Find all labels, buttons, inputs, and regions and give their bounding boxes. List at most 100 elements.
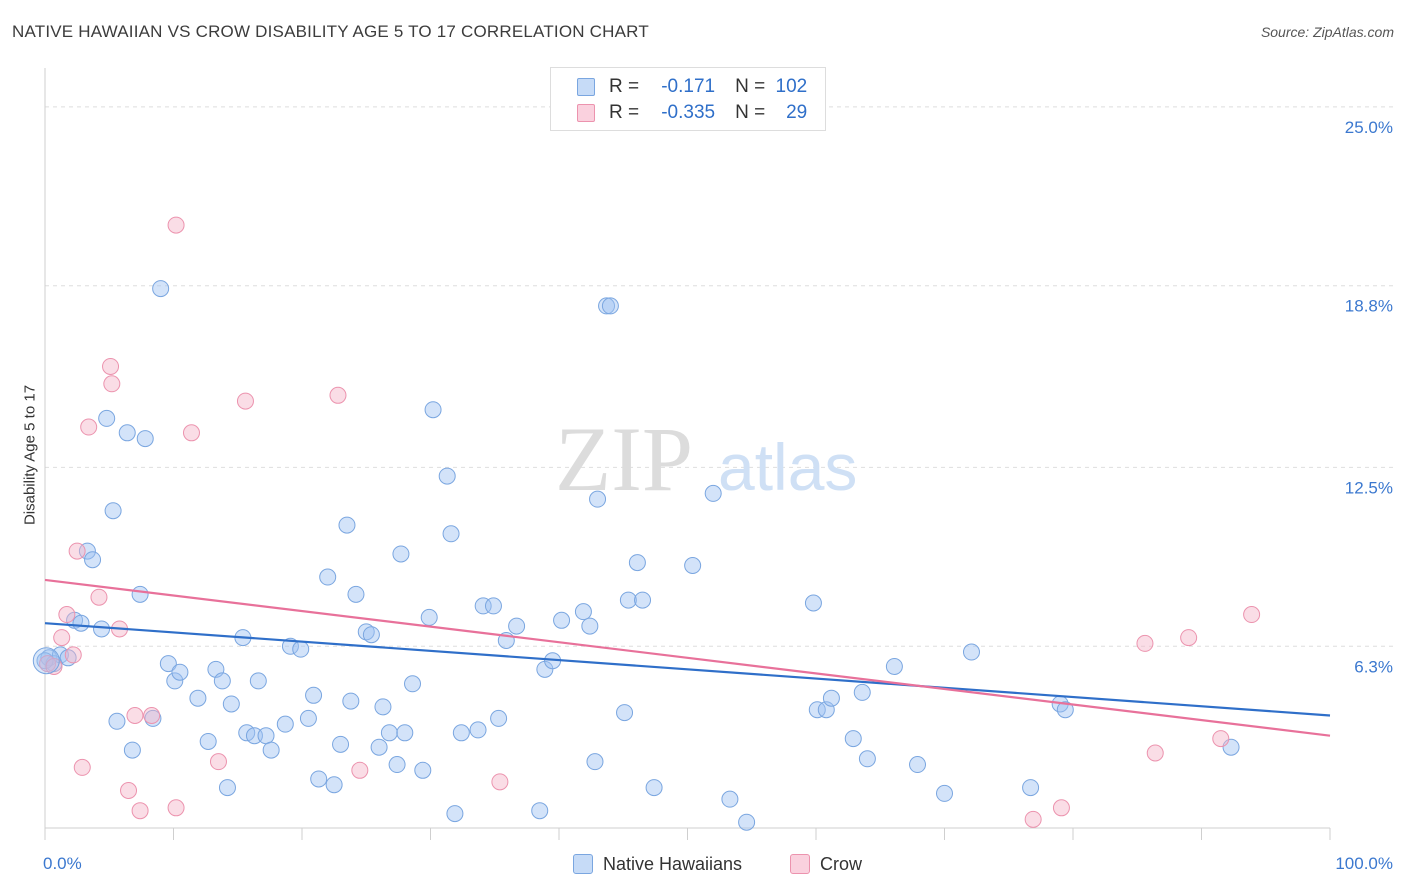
native-hawaiians-point	[342, 692, 360, 710]
native-hawaiians-point	[442, 525, 460, 543]
crow-point	[236, 392, 254, 410]
crow-point	[45, 657, 63, 675]
native-hawaiians-point	[404, 675, 422, 693]
legend-r-label: R =	[609, 76, 640, 97]
crow-point	[90, 588, 108, 606]
native-hawaiians-point	[159, 655, 177, 673]
native-hawaiians-point	[362, 626, 380, 644]
native-hawaiians-point	[388, 756, 406, 774]
native-hawaiians-point	[257, 727, 275, 745]
native-hawaiians-point	[531, 802, 549, 820]
bottom-legend-native-hawaiians: Native Hawaiians	[573, 852, 742, 876]
native-hawaiians-point	[490, 709, 508, 727]
native-hawaiians-point	[218, 779, 236, 797]
native-hawaiians-point	[396, 724, 414, 742]
native-hawaiians-point	[628, 554, 646, 572]
native-hawaiians-point	[853, 683, 871, 701]
native-hawaiians-point	[446, 805, 464, 823]
native-hawaiians-point	[262, 741, 280, 759]
native-hawaiians-point	[108, 712, 126, 730]
native-hawaiians-point	[645, 779, 663, 797]
watermark-atlas: atlas	[718, 430, 857, 504]
native-hawaiians-point	[136, 430, 154, 448]
native-hawaiians-point	[858, 750, 876, 768]
native-hawaiians-point	[152, 280, 170, 298]
native-hawaiians-point	[424, 401, 442, 419]
native-hawaiians-point	[189, 689, 207, 707]
legend-row-crow: R = -0.335 N = 29	[577, 101, 807, 125]
native-hawaiians-point	[374, 698, 392, 716]
crow-point	[102, 357, 120, 375]
legend-r-label: R =	[609, 102, 640, 123]
native-hawaiians-point	[213, 672, 231, 690]
native-hawaiians-point	[589, 490, 607, 508]
native-hawaiians-point	[474, 597, 492, 615]
crow-point	[120, 782, 138, 799]
native-hawaiians-point	[59, 649, 77, 667]
native-hawaiians-point	[78, 542, 96, 560]
native-hawaiians-point	[586, 753, 604, 771]
native-hawaiians-point	[199, 732, 217, 750]
legend-swatch-blue	[577, 78, 595, 96]
chart-title: NATIVE HAWAIIAN VS CROW DISABILITY AGE 5…	[12, 22, 649, 41]
legend-n-label: N =	[735, 76, 766, 97]
native-hawaiians-point	[808, 701, 826, 719]
crow-point	[209, 753, 227, 771]
native-hawaiians-point	[276, 715, 294, 733]
native-hawaiians-point	[319, 568, 337, 586]
crow-point	[167, 799, 185, 817]
native-hawaiians-point	[222, 695, 240, 713]
crow-trend-line	[44, 578, 1331, 737]
native-hawaiians-point	[98, 409, 116, 427]
data-points	[32, 216, 1261, 831]
native-hawaiians-point	[598, 297, 616, 315]
native-hawaiians-point	[370, 738, 388, 756]
crow-point	[1136, 634, 1154, 652]
native-hawaiians-point	[616, 704, 634, 722]
native-hawaiians-point	[438, 467, 456, 485]
native-hawaiians-point	[581, 617, 599, 635]
native-hawaiians-point	[305, 686, 323, 704]
native-hawaiians-point	[166, 672, 184, 690]
grid-lines	[45, 106, 1395, 647]
bottom-legend-swatch-pink	[790, 854, 810, 874]
crow-point	[58, 606, 76, 624]
native-hawaiians-point	[738, 813, 756, 831]
bottom-legend-label: Native Hawaiians	[603, 853, 743, 874]
native-hawaiians-point	[452, 724, 470, 742]
native-hawaiians-point	[338, 516, 356, 534]
crow-point	[53, 629, 71, 647]
native-hawaiians-point	[131, 585, 149, 603]
native-hawaiians-point	[414, 761, 432, 779]
crow-point	[73, 758, 91, 776]
native-hawaiians-point	[574, 603, 592, 621]
crow-point	[126, 707, 144, 724]
native-hawaiians-point	[634, 591, 652, 609]
native-hawaiians-point	[357, 623, 375, 641]
y-tick-label: 18.8%	[1345, 297, 1393, 316]
native-hawaiians-point	[553, 611, 571, 629]
trend-lines	[44, 578, 1331, 737]
bottom-legend-swatch-blue	[573, 854, 593, 874]
native-hawaiians-point	[1056, 701, 1074, 719]
native-hawaiians-point	[909, 756, 927, 774]
correlation-legend: R = -0.171 N = 102 R = -0.335 N = 29	[550, 67, 826, 131]
crow-point	[68, 542, 86, 560]
native-hawaiians-point	[93, 620, 111, 638]
native-hawaiians-point	[885, 657, 903, 675]
crow-point	[143, 707, 161, 724]
crow-point	[1146, 744, 1164, 762]
native-hawaiians-point	[392, 545, 410, 563]
crow-point	[103, 375, 121, 393]
native-hawaiians-point	[144, 709, 162, 727]
native-hawaiians-point	[508, 617, 526, 635]
legend-n-value: 102	[775, 76, 808, 97]
native-hawaiians-point	[704, 484, 722, 502]
crow-point	[329, 386, 347, 404]
native-hawaiians-point	[484, 597, 502, 615]
y-tick-label: 12.5%	[1345, 478, 1393, 497]
crow-point	[64, 646, 82, 664]
native-hawaiians-point	[469, 721, 487, 739]
native-hawaiians-point	[721, 790, 739, 808]
native-hawaiians-point	[332, 735, 350, 753]
